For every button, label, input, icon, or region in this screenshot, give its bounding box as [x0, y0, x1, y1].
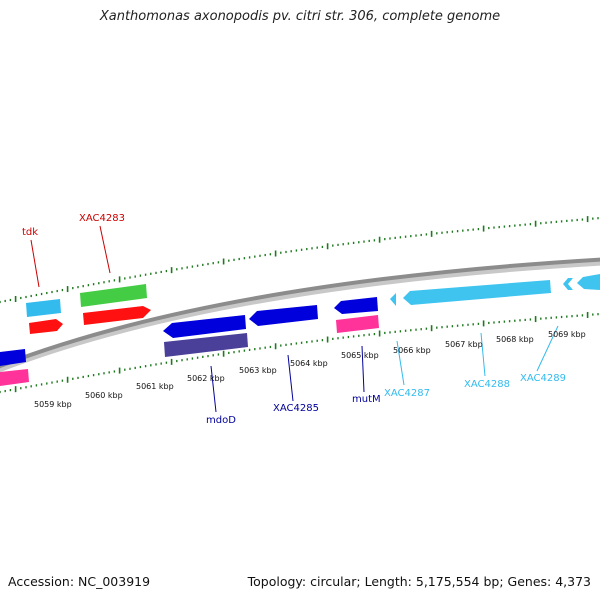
mutM-feature [334, 297, 378, 314]
scale-label: 5063 kbp [239, 366, 277, 375]
genome-backbone [0, 257, 600, 369]
scale-labels: 5059 kbp 5060 kbp 5061 kbp 5062 kbp 5063 kbp… [34, 330, 586, 409]
accession-text: Accession: NC_003919 [8, 574, 151, 589]
upper-tick-track [0, 216, 599, 304]
scale-label: 5065 kbp [341, 351, 379, 360]
gene-label: XAC4285 [273, 403, 319, 414]
gene-label: XAC4288 [464, 379, 510, 390]
scale-label: 5061 kbp [136, 382, 174, 391]
XAC4285-feature [249, 305, 318, 326]
scale-label: 5060 kbp [85, 391, 123, 400]
gene-connector [210, 365, 217, 413]
XAC4287-feature [390, 293, 396, 306]
map-title: Xanthomonas axonopodis pv. citri str. 30… [99, 9, 501, 24]
XAC4289-cont-feature [577, 274, 600, 290]
gene-connector [287, 354, 294, 402]
XAC4283-feature [83, 306, 151, 325]
scale-label: 5059 kbp [34, 400, 72, 409]
gene-connector [396, 340, 405, 386]
gene-connector [99, 225, 111, 274]
scale-label: 5068 kbp [496, 335, 534, 344]
feature-track [0, 274, 600, 386]
XAC4288-feature [403, 280, 551, 305]
gene-connector [30, 239, 40, 288]
genome-summary-text: Topology: circular; Length: 5,175,554 bp… [247, 574, 591, 589]
label-connectors [30, 225, 559, 413]
XAC4283-green-feature [80, 284, 147, 307]
gene-label: XAC4283 [79, 213, 125, 224]
mdoD-slate-feature [164, 333, 248, 357]
scale-label: 5069 kbp [548, 330, 586, 339]
lower-tick-track [0, 311, 599, 394]
mdoD-feature [163, 315, 246, 338]
feature-edge-pink-feature [0, 369, 29, 386]
gene-connector [536, 325, 559, 372]
gene-label: XAC4287 [384, 388, 430, 399]
scale-label: 5064 kbp [290, 359, 328, 368]
gene-label: XAC4289 [520, 373, 566, 384]
backbone-shadow [0, 259, 600, 373]
gene-label: tdk [22, 227, 38, 238]
gene-label: mdoD [206, 415, 236, 426]
scale-label: 5066 kbp [393, 346, 431, 355]
gene-connector [361, 345, 365, 393]
mutM-pink-feature [336, 315, 379, 333]
scale-label: 5067 kbp [445, 340, 483, 349]
feature-edge-blue-feature [0, 349, 26, 366]
tdk-feature [29, 319, 63, 334]
gene-label: mutM [352, 394, 381, 405]
gene-connector [480, 332, 486, 377]
tdk-light-feature [26, 299, 61, 317]
XAC4289-feature [563, 278, 573, 290]
scale-label: 5062 kbp [187, 374, 225, 383]
